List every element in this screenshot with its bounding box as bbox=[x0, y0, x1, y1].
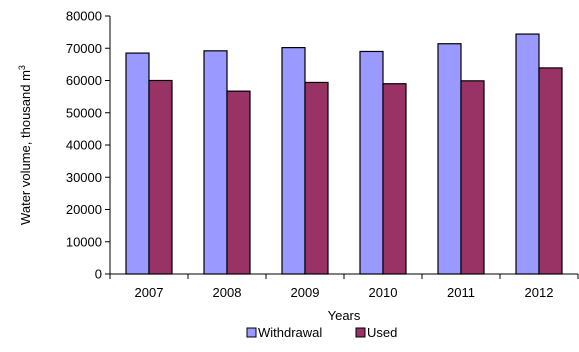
y-tick-label: 40000 bbox=[66, 138, 102, 153]
bar-used-2010 bbox=[382, 83, 407, 275]
y-tick-label: 80000 bbox=[66, 9, 102, 24]
x-tick-label: 2010 bbox=[369, 285, 398, 300]
x-axis-title: Years bbox=[328, 308, 361, 323]
y-tick-label: 30000 bbox=[66, 170, 102, 185]
bar-used-2008 bbox=[226, 90, 251, 275]
y-axis-ticks: 0 10000 20000 30000 40000 50000 60000 70000 8000… bbox=[66, 9, 110, 282]
plot-frame bbox=[109, 16, 578, 275]
y-tick-label: 50000 bbox=[66, 105, 102, 120]
x-tick-label: 2009 bbox=[291, 285, 320, 300]
y-tick-label: 20000 bbox=[66, 202, 102, 217]
bar-used-2007 bbox=[148, 79, 173, 275]
legend: Withdrawal Used bbox=[246, 325, 397, 340]
legend-swatch-withdrawal bbox=[246, 327, 257, 338]
bar-withdrawal-2007 bbox=[125, 52, 150, 275]
bar-withdrawal-2012 bbox=[515, 33, 540, 275]
bar-withdrawal-2010 bbox=[359, 50, 384, 275]
bar-withdrawal-2011 bbox=[437, 43, 462, 275]
y-tick-label: 10000 bbox=[66, 234, 102, 249]
x-tick-label: 2008 bbox=[213, 285, 242, 300]
y-axis-title-superscript: 3 bbox=[17, 65, 27, 70]
x-axis-ticks: 2007 2008 2009 2010 2011 2012 bbox=[109, 274, 579, 300]
legend-swatch-used bbox=[355, 327, 366, 338]
bars bbox=[125, 33, 563, 275]
bar-withdrawal-2008 bbox=[203, 50, 228, 275]
legend-label-withdrawal: Withdrawal bbox=[258, 325, 322, 340]
x-tick-label: 2012 bbox=[525, 285, 554, 300]
y-tick-label: 60000 bbox=[66, 73, 102, 88]
bar-withdrawal-2009 bbox=[281, 47, 306, 275]
legend-label-used: Used bbox=[367, 325, 397, 340]
x-tick-label: 2011 bbox=[447, 285, 475, 300]
y-tick-label: 0 bbox=[95, 267, 102, 282]
bar-used-2009 bbox=[304, 81, 329, 275]
y-axis-title-text: Water volume, thousand m bbox=[18, 70, 33, 225]
bar-used-2011 bbox=[460, 80, 485, 275]
x-tick-label: 2007 bbox=[135, 285, 164, 300]
y-tick-label: 70000 bbox=[66, 41, 102, 56]
bar-used-2012 bbox=[538, 67, 563, 275]
y-axis-title: Water volume, thousand m3 bbox=[17, 65, 33, 225]
